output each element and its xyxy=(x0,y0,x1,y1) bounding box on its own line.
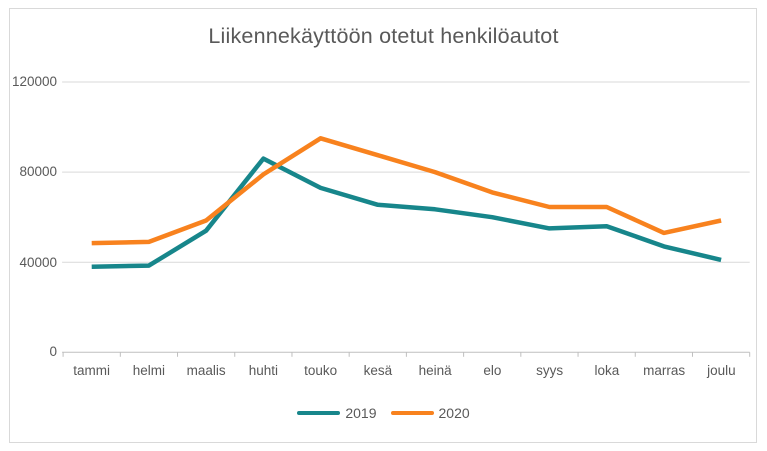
series-2019-swatch-icon xyxy=(297,410,341,416)
legend-item-2019: 2019 xyxy=(297,405,377,421)
x-axis: tammi helmi maalis huhti touko kesä hein… xyxy=(63,363,750,378)
legend-label: 2019 xyxy=(345,405,377,421)
series-2020-swatch-icon xyxy=(390,410,434,416)
legend-label: 2020 xyxy=(438,405,470,421)
x-tick-label: joulu xyxy=(707,363,736,378)
x-tick-label: heinä xyxy=(418,363,452,378)
x-tick-label: maalis xyxy=(186,363,226,378)
chart-legend: 2019 2020 xyxy=(0,405,767,421)
y-tick-label: 0 xyxy=(49,344,57,359)
x-tick-label: marras xyxy=(643,363,686,378)
x-tick-label: kesä xyxy=(363,363,393,378)
y-tick-label: 40000 xyxy=(19,255,57,270)
legend-item-2020: 2020 xyxy=(390,405,470,421)
x-tick-label: huhti xyxy=(248,363,279,378)
y-tick-label: 120000 xyxy=(11,74,57,89)
series-line-2019 xyxy=(91,156,722,269)
y-tick-label: 80000 xyxy=(19,164,57,179)
x-tick-label: loka xyxy=(594,363,620,378)
series-line-2020 xyxy=(91,136,722,246)
x-tick-label: elo xyxy=(483,363,502,378)
x-tick-label: tammi xyxy=(73,363,110,378)
chart-title: Liikennekäyttöön otetut henkilöautot xyxy=(208,24,559,48)
x-tick-label: touko xyxy=(304,363,338,378)
chart-frame xyxy=(9,8,757,443)
x-tick-label: syys xyxy=(536,363,564,378)
x-tick-label: helmi xyxy=(132,363,165,378)
y-axis: 120000 80000 40000 0 xyxy=(0,0,57,451)
